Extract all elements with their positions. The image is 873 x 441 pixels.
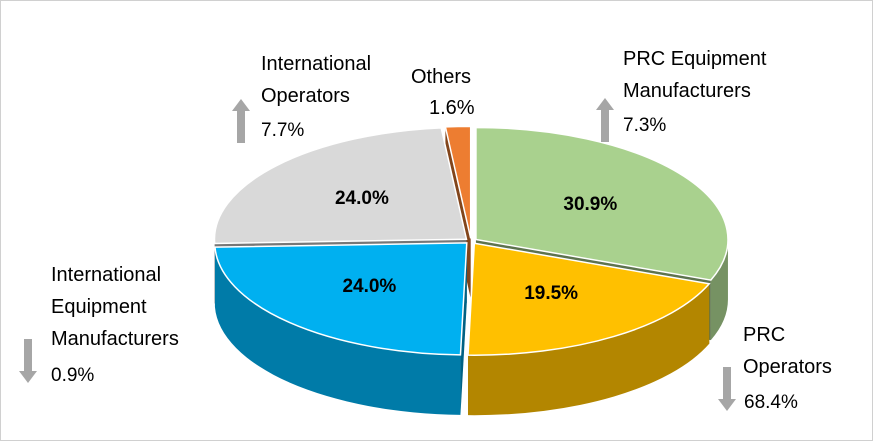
- change-label: 7.3%: [623, 115, 667, 136]
- change-arrow: [19, 339, 37, 383]
- value-label: 24.0%: [334, 187, 389, 209]
- slice: [475, 126, 729, 281]
- change-arrow: [232, 99, 250, 143]
- slice: [213, 127, 468, 245]
- value-label: 19.5%: [524, 283, 579, 305]
- category-label: International Equipment Manufacturers: [51, 264, 179, 350]
- slice-wall: [467, 283, 710, 416]
- category-label: International Operators: [261, 53, 372, 107]
- slice: [214, 242, 468, 356]
- category-label: PRC Operators: [743, 324, 832, 378]
- slice-wall: [214, 247, 461, 415]
- category-label: Others: [411, 66, 472, 88]
- slice: [467, 242, 711, 356]
- change-label: 0.9%: [51, 365, 95, 386]
- change-label: 68.4%: [744, 392, 798, 413]
- value-label: 24.0%: [342, 275, 397, 297]
- change-label: 7.7%: [261, 120, 305, 141]
- slice-wall: [710, 239, 728, 341]
- value-label: 1.6%: [429, 97, 475, 119]
- category-label: PRC Equipment Manufacturers: [623, 48, 767, 102]
- change-arrow: [718, 367, 736, 411]
- slice: [444, 125, 472, 239]
- value-label: 30.9%: [563, 193, 618, 215]
- change-arrow: [596, 98, 614, 142]
